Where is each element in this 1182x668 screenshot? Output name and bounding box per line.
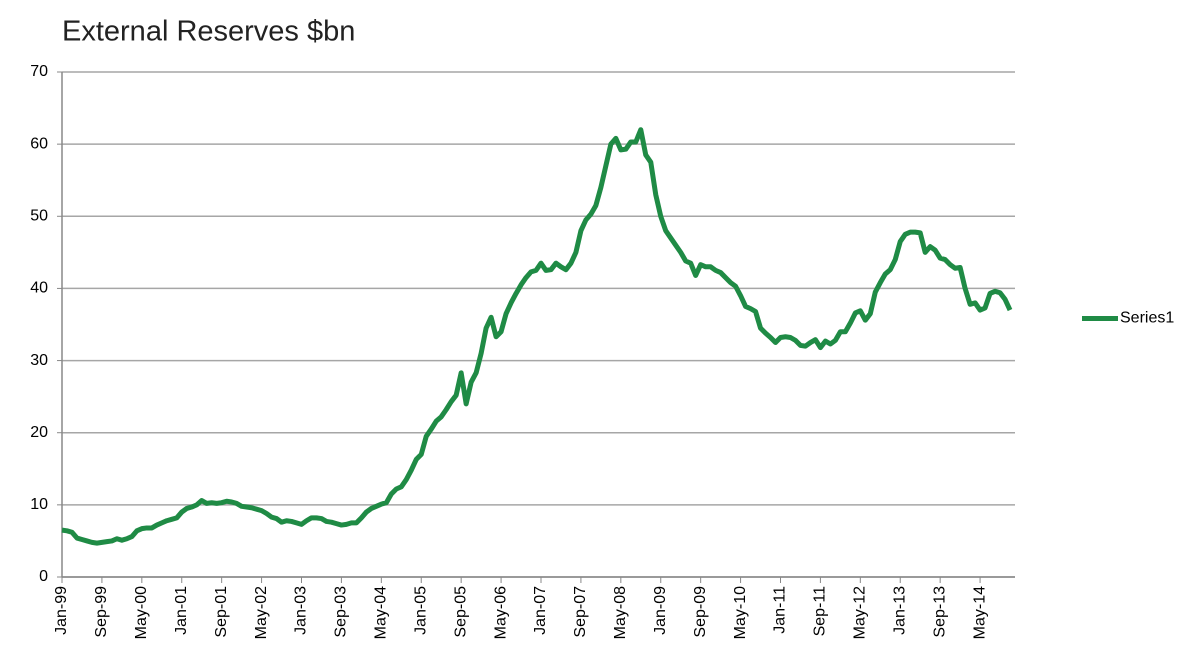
x-tick-label: Sep-03	[333, 586, 350, 638]
x-tick-label: May-12	[852, 586, 869, 639]
x-tick-label: Jan-01	[173, 586, 190, 635]
x-tick-label: Sep-11	[812, 586, 829, 637]
y-tick-label: 50	[30, 208, 48, 225]
x-tick-label: Jan-05	[412, 586, 429, 635]
x-tick-label: Jan-11	[772, 586, 789, 634]
y-tick-label: 30	[30, 352, 48, 369]
x-tick-label: Jan-99	[53, 586, 70, 635]
chart-title: External Reserves $bn	[62, 16, 355, 48]
x-tick-label: Sep-13	[931, 586, 948, 638]
x-tick-label: Jan-07	[532, 586, 549, 635]
x-tick-label: May-08	[612, 586, 629, 639]
y-tick-label: 40	[30, 280, 48, 297]
x-tick-label: May-14	[971, 586, 988, 639]
y-tick-label: 20	[30, 424, 48, 441]
x-tick-label: May-02	[253, 586, 270, 639]
y-tick-label: 10	[30, 496, 48, 513]
x-tick-label: Jan-13	[891, 586, 908, 635]
x-tick-label: May-00	[133, 586, 150, 639]
x-tick-label: Sep-05	[452, 586, 469, 638]
series-line	[61, 127, 1013, 546]
x-tick-label: Sep-07	[572, 586, 589, 638]
x-tick-label: Sep-09	[692, 586, 709, 638]
x-tick-label: Sep-99	[93, 586, 110, 638]
x-tick-label: May-06	[492, 586, 509, 639]
x-tick-label: Jan-03	[293, 586, 310, 635]
y-tick-label: 70	[30, 63, 48, 80]
y-tick-label: 60	[30, 135, 48, 152]
x-tick-label: May-10	[732, 586, 749, 639]
x-tick-label: Jan-09	[652, 586, 669, 635]
legend-label: Series1	[1120, 310, 1174, 327]
y-tick-label: 0	[39, 568, 48, 585]
x-tick-label: Sep-01	[213, 586, 230, 638]
x-tick-label: May-04	[373, 586, 390, 639]
